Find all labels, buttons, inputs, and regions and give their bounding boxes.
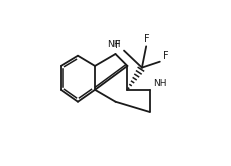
Text: F: F xyxy=(115,40,120,50)
Text: F: F xyxy=(162,51,168,61)
Text: F: F xyxy=(143,34,149,44)
Text: NH: NH xyxy=(153,79,166,88)
Text: NH: NH xyxy=(106,40,120,49)
